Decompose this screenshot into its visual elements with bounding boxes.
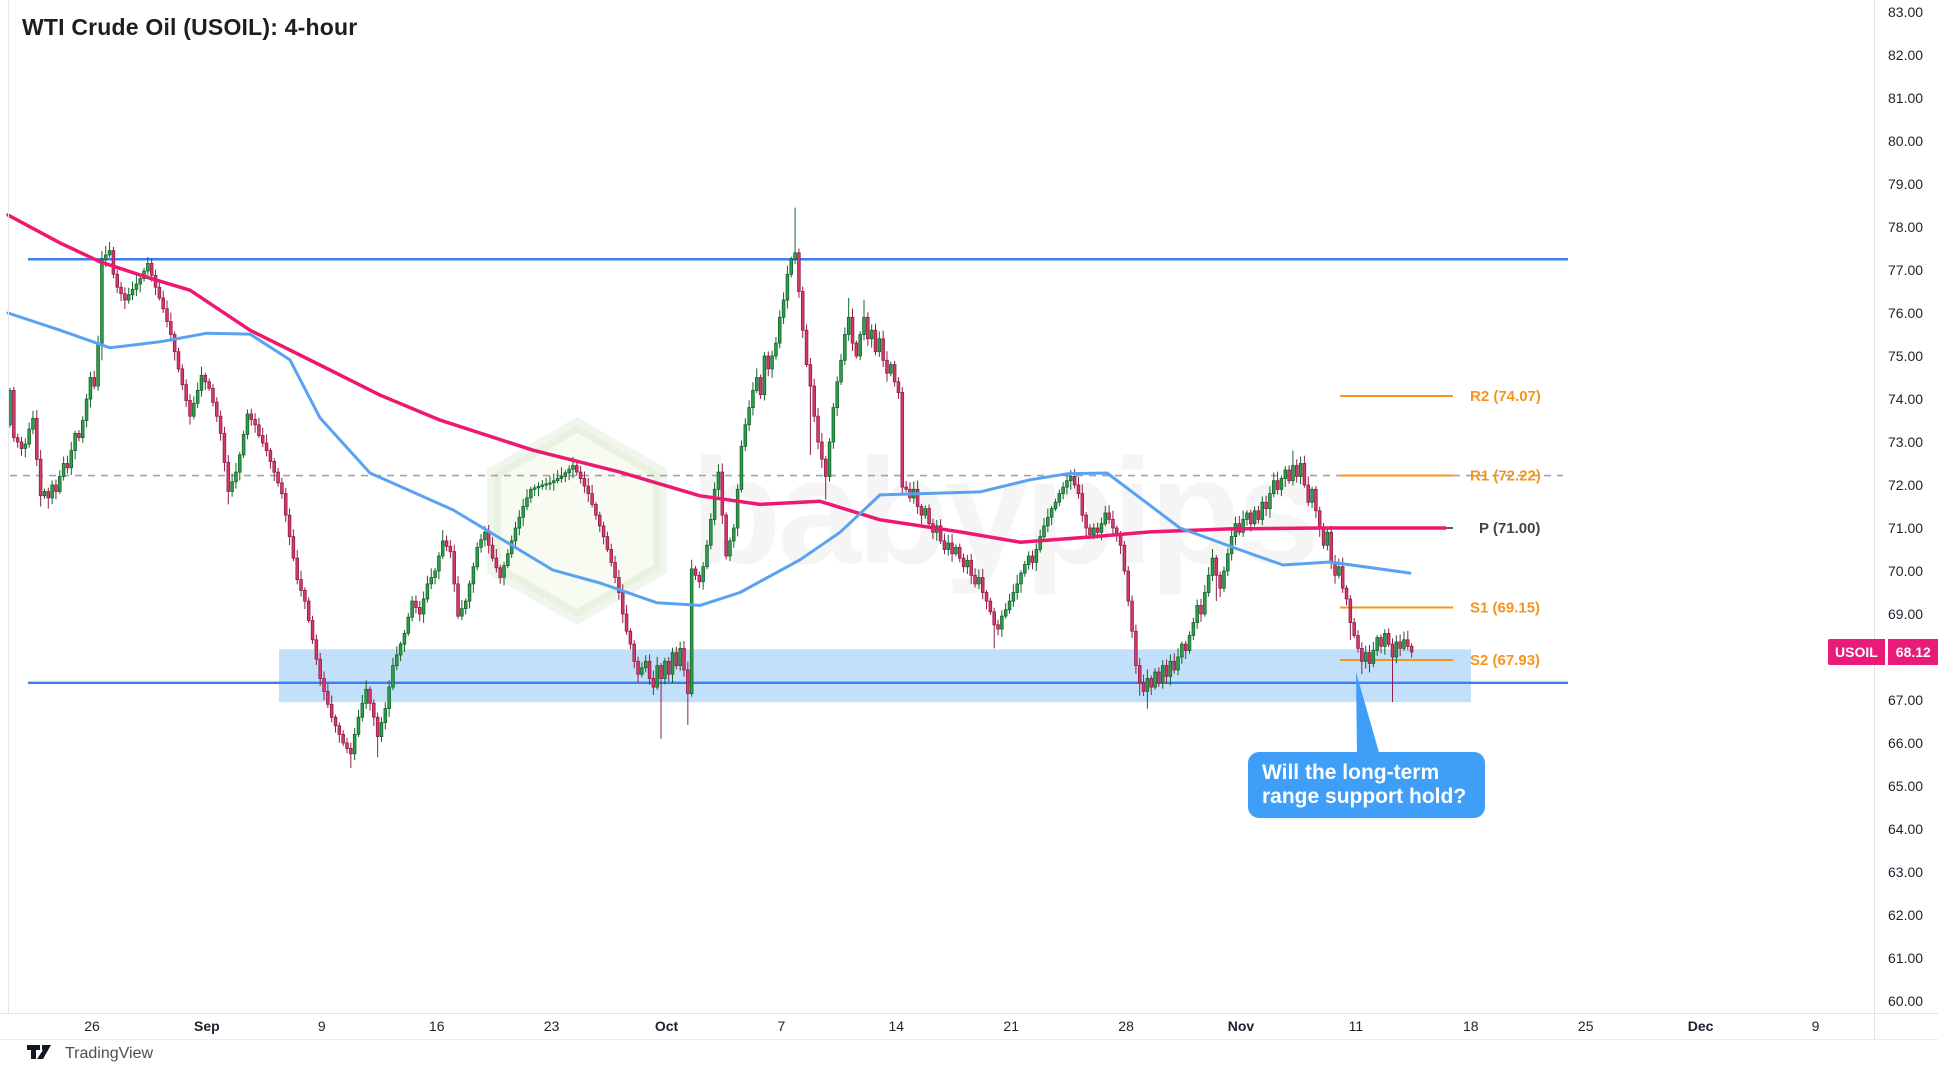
y-axis-tick-76[interactable]: 76.00 [1888,305,1923,321]
y-axis-tick-65[interactable]: 65.00 [1888,778,1923,794]
ma-pink-line[interactable] [6,213,1447,544]
price-chip-divider [1884,639,1888,665]
x-axis-tick-23[interactable]: 23 [544,1018,560,1034]
x-axis-tick-9[interactable]: 9 [318,1018,326,1034]
tradingview-attribution[interactable]: TradingView [27,1045,153,1063]
y-axis-tick-60[interactable]: 60.00 [1888,993,1923,1009]
x-axis-tick-dec[interactable]: Dec [1688,1018,1714,1034]
x-axis-tick-oct[interactable]: Oct [655,1018,679,1034]
price-axis-border [1874,0,1875,1039]
y-axis-tick-82[interactable]: 82.00 [1888,47,1923,63]
pivot-label-r2: R2 (74.07) [1470,388,1541,405]
y-axis-tick-77[interactable]: 77.00 [1888,262,1923,278]
x-axis-tick-18[interactable]: 18 [1463,1018,1479,1034]
y-axis-tick-61[interactable]: 61.00 [1888,950,1923,966]
y-axis-tick-79[interactable]: 79.00 [1888,176,1923,192]
callout-line1: Will the long-term [1262,761,1440,784]
x-axis-tick-sep[interactable]: Sep [194,1018,220,1034]
x-axis-tick-9[interactable]: 9 [1812,1018,1820,1034]
plot-left-border [8,0,9,1013]
x-axis-tick-16[interactable]: 16 [429,1018,445,1034]
page-title: WTI Crude Oil (USOIL): 4-hour [22,14,358,40]
x-axis-tick-11[interactable]: 11 [1349,1018,1364,1034]
y-axis-tick-80[interactable]: 80.00 [1888,133,1923,149]
x-axis-tick-26[interactable]: 26 [84,1018,100,1034]
tradingview-logo-icon [27,1045,51,1059]
x-axis-tick-21[interactable]: 21 [1003,1018,1019,1034]
y-axis-tick-66[interactable]: 66.00 [1888,735,1923,751]
y-axis-tick-83[interactable]: 83.00 [1888,4,1923,20]
pivot-label-r1: R1 (72.22) [1470,468,1541,485]
y-axis-tick-69[interactable]: 69.00 [1888,606,1923,622]
footer-separator [0,1039,1938,1040]
x-axis-tick-7[interactable]: 7 [778,1018,786,1034]
x-axis-tick-14[interactable]: 14 [889,1018,905,1034]
y-axis-tick-63[interactable]: 63.00 [1888,864,1923,880]
y-axis-tick-78[interactable]: 78.00 [1888,219,1923,235]
x-axis-tick-nov[interactable]: Nov [1228,1018,1255,1034]
time-axis-border [0,1013,1938,1014]
pivot-label-s2: S2 (67.93) [1470,652,1540,669]
tradingview-wordmark: TradingView [65,1045,154,1062]
y-axis-tick-74[interactable]: 74.00 [1888,391,1923,407]
y-axis-tick-72[interactable]: 72.00 [1888,477,1923,493]
support-zone-band[interactable] [279,649,1471,703]
last-price-label: USOIL 68.12 [1828,639,1938,665]
ma-blue-line[interactable] [6,311,1412,607]
y-axis-tick-64[interactable]: 64.00 [1888,821,1923,837]
last-price-value: 68.12 [1887,639,1938,665]
y-axis-tick-71[interactable]: 71.00 [1888,520,1923,536]
y-axis-tick-70[interactable]: 70.00 [1888,563,1923,579]
x-axis-tick-28[interactable]: 28 [1118,1018,1134,1034]
x-axis-tick-25[interactable]: 25 [1578,1018,1594,1034]
y-axis-tick-75[interactable]: 75.00 [1888,348,1923,364]
y-axis-tick-67[interactable]: 67.00 [1888,692,1923,708]
y-axis-tick-62[interactable]: 62.00 [1888,907,1923,923]
callout-line2: range support hold? [1262,785,1467,808]
pivot-label-p: P (71.00) [1479,520,1540,537]
y-axis-tick-73[interactable]: 73.00 [1888,434,1923,450]
annotation-callout[interactable]: Will the long-term range support hold? [1248,752,1485,818]
y-axis-tick-81[interactable]: 81.00 [1888,90,1923,106]
symbol-badge: USOIL [1828,639,1885,665]
candlestick-series [8,207,1414,768]
pivot-label-s1: S1 (69.15) [1470,600,1540,617]
